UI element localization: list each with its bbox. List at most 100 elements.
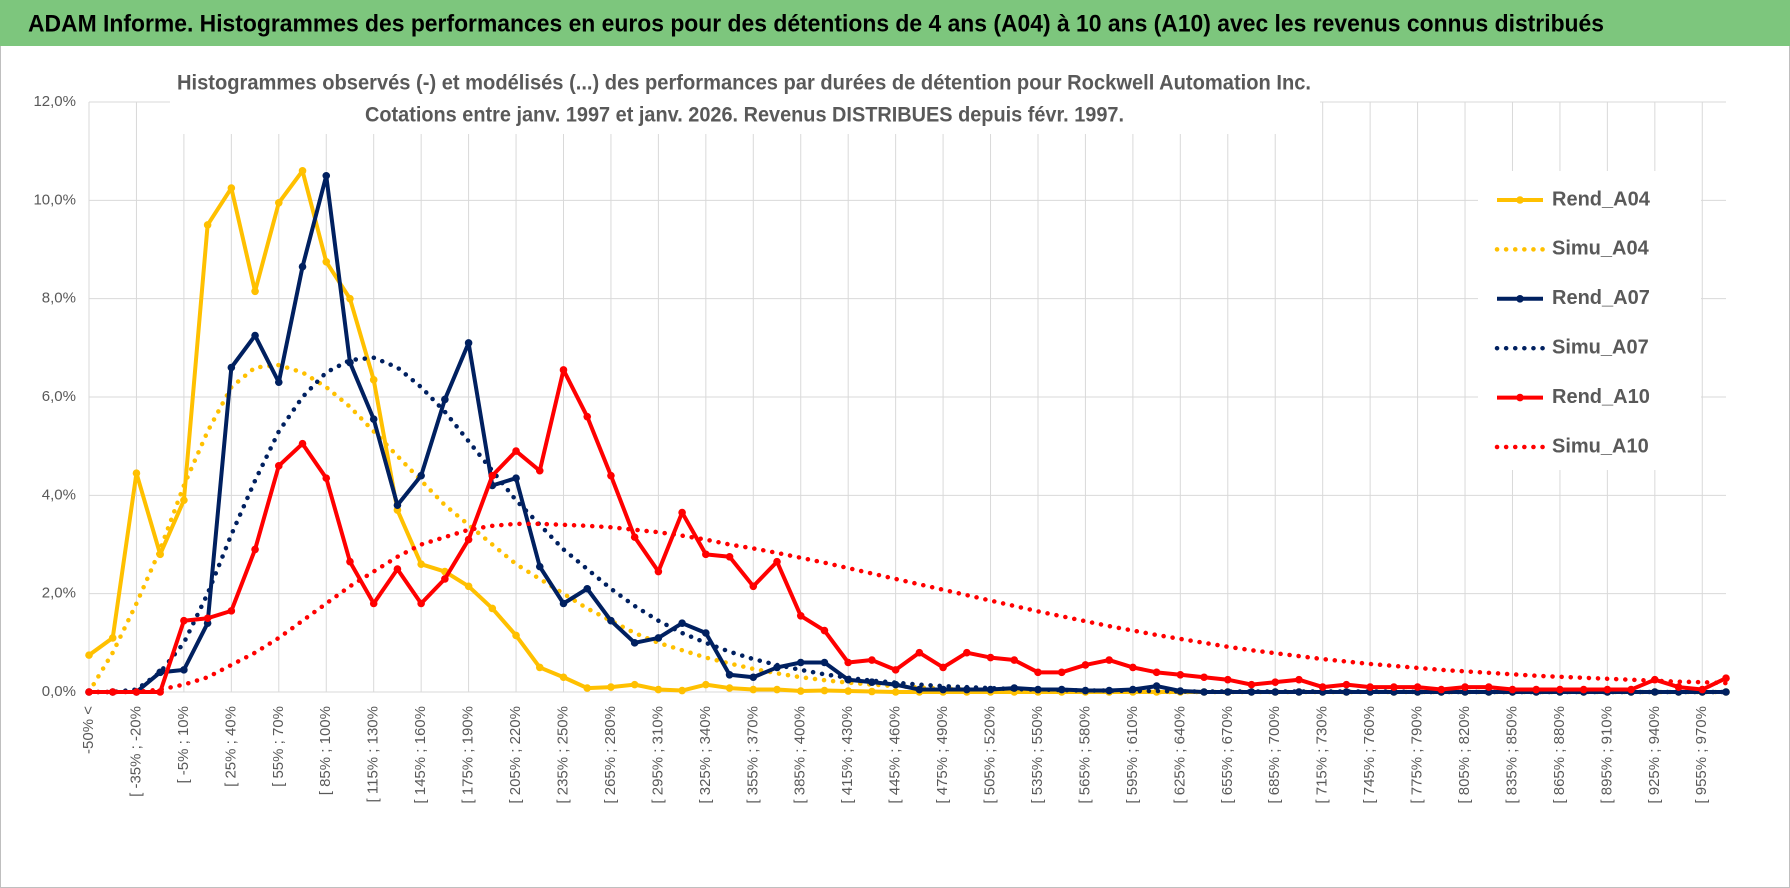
data-point [227, 184, 236, 192]
data-point [1627, 685, 1635, 694]
data-point [298, 439, 307, 448]
data-point [1722, 674, 1730, 683]
data-point [796, 687, 805, 695]
data-point [1200, 673, 1208, 682]
x-tick-label: [ 835% ; 850% [1503, 706, 1520, 804]
data-point [796, 658, 805, 667]
x-tick-label: [ 565% ; 580% [1076, 706, 1093, 804]
data-point [346, 294, 354, 303]
data-point [1271, 678, 1280, 686]
data-point [512, 631, 520, 640]
x-tick-label: [ 235% ; 250% [554, 706, 571, 804]
data-point [203, 221, 212, 229]
data-point [251, 287, 259, 296]
data-point [630, 639, 639, 647]
data-point [1532, 685, 1541, 694]
data-point [868, 656, 876, 664]
data-point [1674, 683, 1683, 691]
data-point [1010, 656, 1019, 664]
data-point [274, 198, 283, 207]
data-point [227, 363, 236, 372]
data-point [939, 663, 947, 672]
data-point [1295, 675, 1303, 684]
x-tick-label: [ 445% ; 460% [887, 706, 904, 804]
data-point [512, 474, 520, 482]
x-tick-label: [ 355% ; 370% [744, 706, 761, 804]
data-point [298, 167, 307, 175]
x-tick-label: [ 775% ; 790% [1409, 706, 1426, 804]
data-point [464, 535, 473, 544]
data-point [891, 666, 900, 674]
data-point [464, 582, 473, 591]
y-tick-label: 10,0% [33, 191, 76, 208]
data-point [1152, 668, 1161, 677]
data-point [1223, 675, 1232, 684]
data-point [963, 648, 971, 657]
plot-series [85, 167, 1730, 696]
data-point [346, 557, 354, 566]
data-point [773, 557, 781, 566]
data-point [1105, 686, 1113, 695]
data-point [702, 629, 710, 637]
x-tick-label: [ 595% ; 610% [1124, 706, 1141, 804]
data-point [393, 565, 402, 573]
legend-label: Rend_A10 [1552, 386, 1650, 408]
data-point [441, 395, 449, 404]
data-point [298, 262, 307, 271]
legend-marker [1516, 295, 1524, 303]
title-bar [0, 0, 1790, 46]
data-point [868, 687, 876, 696]
data-point [583, 684, 592, 692]
x-tick-label: [ 205% ; 220% [507, 706, 524, 804]
x-tick-label: [ -5% ; 10% [175, 706, 192, 784]
data-point [630, 680, 639, 689]
data-point [393, 501, 402, 509]
x-tick-label: [ 325% ; 340% [697, 706, 714, 804]
x-tick-label: [ -35% ; -20% [127, 706, 144, 797]
data-point [322, 474, 331, 482]
x-tick-label: [ 145% ; 160% [412, 706, 429, 804]
data-point [1176, 687, 1185, 695]
data-point [108, 634, 117, 642]
data-point [1579, 685, 1588, 694]
data-point [1247, 680, 1256, 689]
data-point [1057, 668, 1066, 677]
data-point [1057, 685, 1066, 694]
data-point [1081, 661, 1090, 669]
x-tick-label: [ 625% ; 640% [1171, 706, 1188, 804]
subtitle: Cotations entre janv. 1997 et janv. 2026… [365, 104, 1124, 127]
x-tick-label: -50% < [80, 706, 97, 754]
data-point [678, 508, 686, 517]
series-line [89, 367, 1727, 694]
data-point [607, 471, 615, 480]
legend-label: Simu_A04 [1552, 238, 1650, 260]
data-point [85, 651, 93, 659]
x-tick-label: [ 895% ; 910% [1598, 706, 1615, 804]
data-point [535, 466, 544, 475]
data-point [749, 685, 758, 694]
x-tick-label: [ 55% ; 70% [270, 706, 287, 787]
data-point [132, 469, 141, 478]
x-tick-label: [ 955% ; 970% [1693, 706, 1710, 804]
data-point [725, 684, 734, 692]
data-point [322, 257, 331, 266]
data-point [512, 447, 520, 455]
data-point [535, 562, 544, 571]
data-point [844, 658, 852, 667]
data-point [583, 412, 592, 421]
data-point [1413, 683, 1422, 691]
y-tick-label: 4,0% [42, 486, 76, 503]
y-tick-label: 2,0% [42, 585, 76, 602]
data-point [678, 619, 686, 627]
data-point [417, 471, 425, 480]
chart-title: ADAM Informe. Histogrammes des performan… [28, 10, 1604, 37]
data-point [1318, 683, 1327, 691]
series-line [86, 521, 1729, 695]
data-point [796, 611, 805, 620]
data-point [891, 688, 900, 696]
data-point [654, 685, 663, 694]
x-tick-label: [ 535% ; 550% [1029, 706, 1046, 804]
data-point [1176, 670, 1185, 679]
data-point [915, 648, 924, 657]
